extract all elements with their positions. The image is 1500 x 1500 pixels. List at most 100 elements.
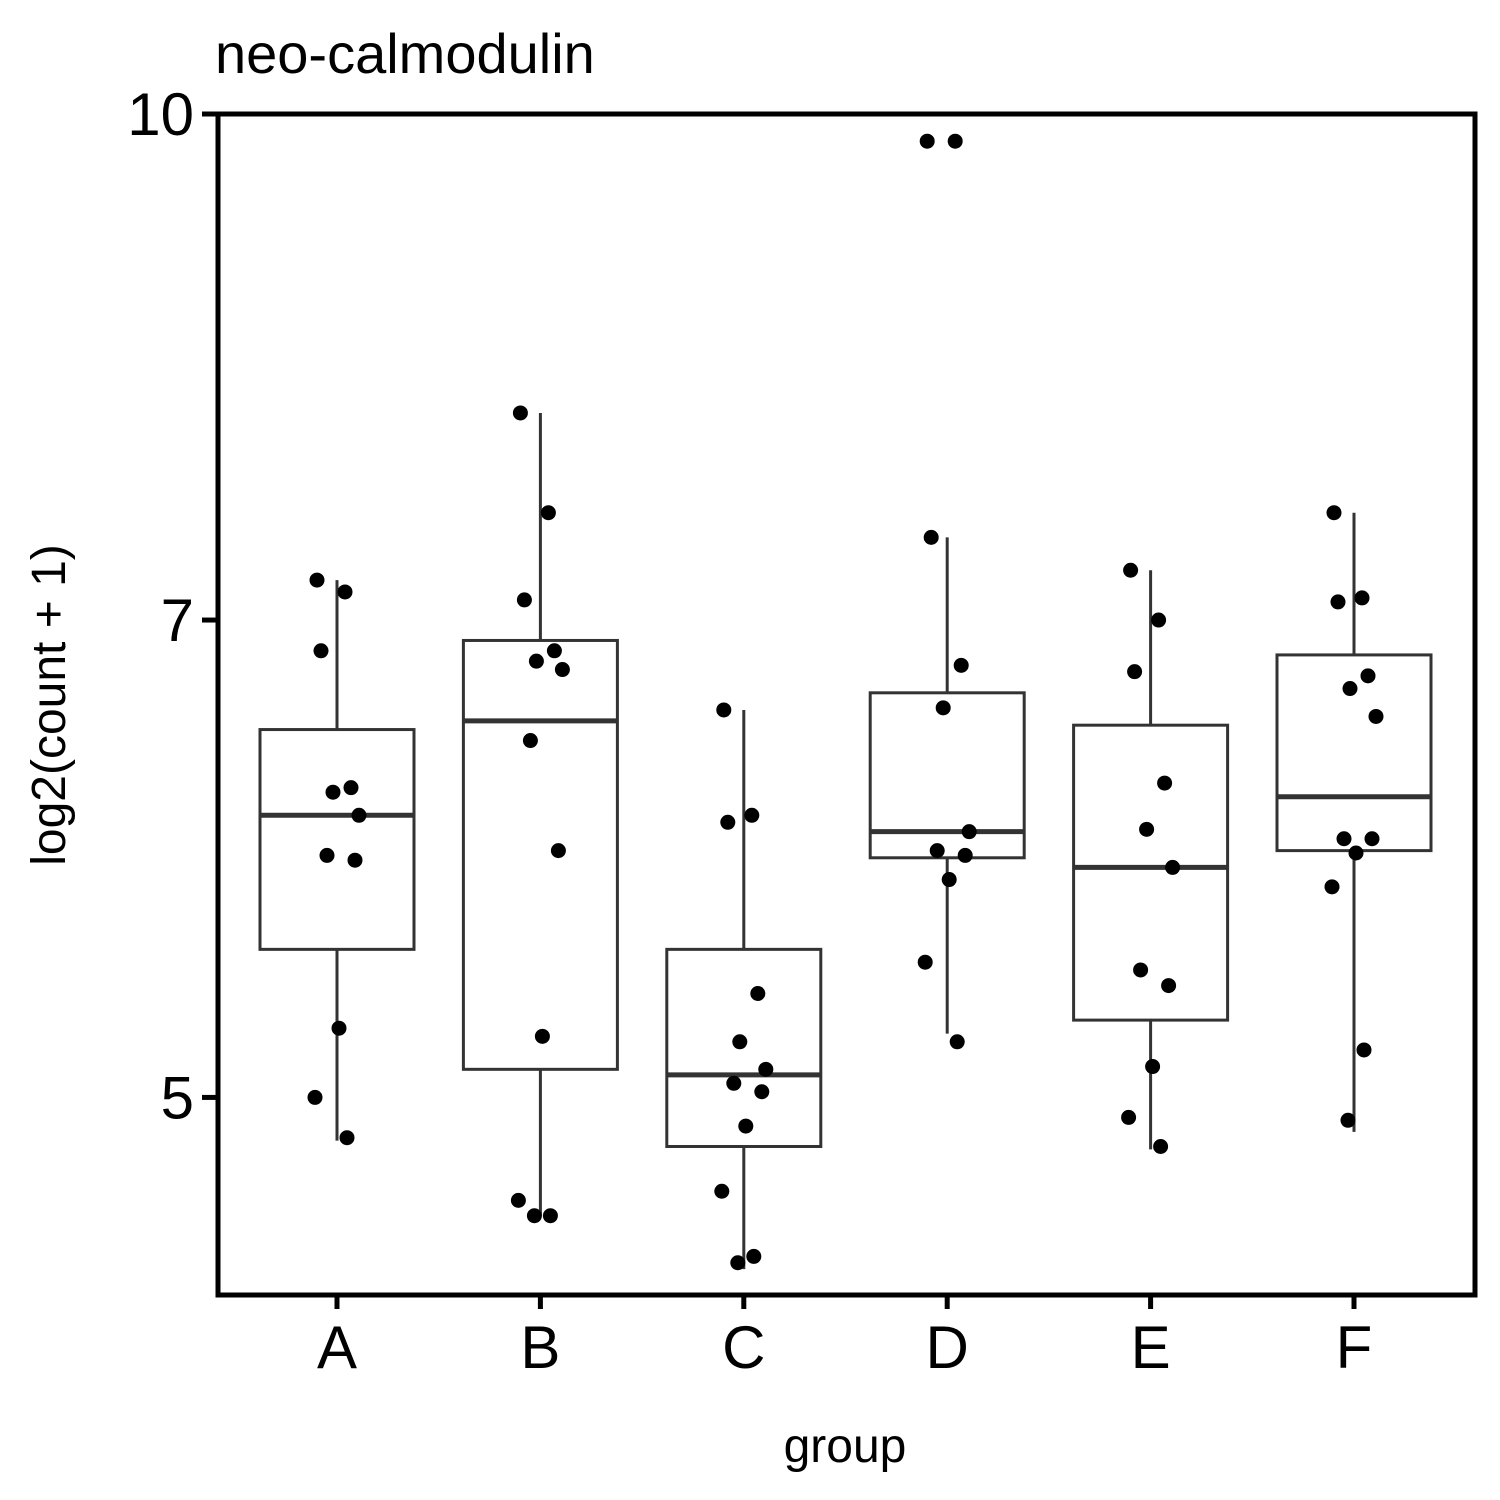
data-point [750, 985, 766, 1001]
box-group-f [1275, 512, 1433, 1132]
data-point [716, 702, 732, 718]
data-point [526, 1208, 542, 1224]
data-point [516, 592, 532, 608]
data-point [1123, 562, 1139, 578]
data-point [528, 653, 544, 669]
box-group-b [461, 412, 619, 1216]
x-tick-label: F [1336, 1314, 1373, 1381]
y-axis: 5 7 10 [127, 81, 218, 1131]
data-point [941, 872, 957, 888]
data-point [1161, 978, 1177, 994]
data-point [554, 662, 570, 678]
data-point [522, 733, 538, 749]
data-point [313, 643, 329, 659]
data-point [1157, 775, 1173, 791]
x-tick-label: E [1131, 1314, 1171, 1381]
data-point [1360, 668, 1376, 684]
plot-area [258, 133, 1433, 1271]
y-tick-label: 10 [127, 81, 194, 148]
data-point [746, 1248, 762, 1264]
points-group-b [510, 405, 570, 1224]
box-iqr [1072, 723, 1230, 1022]
data-point [917, 954, 933, 970]
data-point [744, 807, 760, 823]
data-point [1336, 831, 1352, 847]
data-point [512, 405, 528, 421]
data-point [1340, 1112, 1356, 1128]
data-point [1151, 612, 1167, 628]
data-point [1348, 845, 1364, 861]
data-point [1330, 594, 1346, 610]
x-axis-label: group [784, 1420, 907, 1473]
points-group-d [917, 133, 977, 1050]
data-point [714, 1183, 730, 1199]
x-tick-label: D [926, 1314, 969, 1381]
box-group-c [665, 709, 823, 1270]
data-point [732, 1034, 748, 1050]
data-point [1326, 505, 1342, 521]
data-point [953, 657, 969, 673]
data-point [720, 814, 736, 830]
data-point [730, 1255, 746, 1271]
data-point [949, 1034, 965, 1050]
data-point [1153, 1138, 1169, 1154]
data-point [738, 1118, 754, 1134]
y-axis-label: log2(count + 1) [23, 544, 76, 866]
data-point [919, 133, 935, 149]
data-point [1133, 962, 1149, 978]
points-group-e [1121, 562, 1181, 1154]
points-group-f [1324, 505, 1384, 1128]
box-iqr [258, 728, 416, 951]
data-point [339, 1130, 355, 1146]
data-point [1324, 879, 1340, 895]
data-point [307, 1089, 323, 1105]
data-point [1356, 1042, 1372, 1058]
y-tick-label: 5 [161, 1064, 194, 1131]
data-point [1139, 821, 1155, 837]
data-point [957, 847, 973, 863]
data-point [758, 1061, 774, 1077]
data-point [542, 1208, 558, 1224]
data-point [331, 1020, 347, 1036]
box-iqr [461, 638, 619, 1071]
data-point [319, 847, 335, 863]
data-point [510, 1192, 526, 1208]
data-point [754, 1084, 770, 1100]
data-point [1364, 831, 1380, 847]
data-point [1368, 708, 1384, 724]
plot-panel-border [215, 111, 1478, 1298]
chart-title: neo-calmodulin [215, 22, 595, 85]
data-point [1127, 664, 1143, 680]
x-tick-label: C [722, 1314, 765, 1381]
data-point [1121, 1109, 1137, 1125]
data-point [309, 572, 325, 588]
data-point [1354, 590, 1370, 606]
data-point [935, 700, 951, 716]
y-tick-label: 7 [161, 587, 194, 654]
data-point [546, 643, 562, 659]
data-point [1165, 859, 1181, 875]
data-point [947, 133, 963, 149]
box-group-a [258, 580, 416, 1141]
data-point [540, 505, 556, 521]
data-point [351, 807, 367, 823]
data-point [534, 1028, 550, 1044]
box-group-e [1072, 570, 1230, 1150]
data-point [325, 784, 341, 800]
data-point [726, 1075, 742, 1091]
points-group-a [307, 572, 367, 1146]
data-point [347, 852, 363, 868]
data-point [550, 843, 566, 859]
data-point [1342, 681, 1358, 697]
data-point [343, 780, 359, 796]
data-point [337, 584, 353, 600]
points-group-c [714, 702, 774, 1271]
data-point [929, 843, 945, 859]
x-axis: A B C D E F [317, 1295, 1372, 1381]
box-group-d [868, 537, 1026, 1034]
data-point [961, 824, 977, 840]
x-tick-label: A [317, 1314, 357, 1381]
x-tick-label: B [520, 1314, 560, 1381]
data-point [923, 529, 939, 545]
